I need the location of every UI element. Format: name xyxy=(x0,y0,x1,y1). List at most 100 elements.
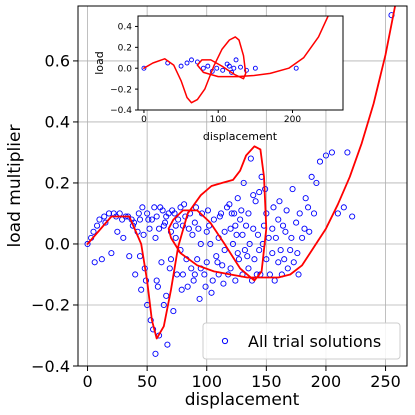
data-point xyxy=(177,204,184,211)
inset-x-axis-label: displacement xyxy=(203,130,278,143)
data-point xyxy=(135,210,142,217)
data-point xyxy=(227,265,234,272)
data-point xyxy=(178,286,185,293)
data-point xyxy=(227,225,234,232)
data-point xyxy=(305,204,312,211)
data-point xyxy=(172,222,179,229)
data-point xyxy=(184,60,190,66)
data-point xyxy=(102,219,109,226)
data-point xyxy=(290,259,297,266)
data-point xyxy=(203,228,210,235)
data-point xyxy=(241,247,248,254)
data-point xyxy=(204,207,211,214)
data-point xyxy=(203,259,210,266)
inset-x-ticks: 0 100 200 xyxy=(141,110,301,125)
data-point xyxy=(210,216,217,223)
legend-marker xyxy=(221,337,229,345)
data-point xyxy=(197,240,204,248)
data-point xyxy=(235,256,242,263)
legend: All trial solutions xyxy=(202,322,401,360)
x-tick-label: 0 xyxy=(82,372,92,391)
data-point xyxy=(229,240,237,248)
data-point xyxy=(316,158,324,165)
data-point xyxy=(269,225,276,232)
data-point xyxy=(344,149,351,156)
data-point xyxy=(301,225,308,232)
data-point xyxy=(226,201,233,208)
data-point xyxy=(245,265,252,272)
data-point xyxy=(250,225,257,232)
data-point xyxy=(170,308,177,315)
main-scatter-series xyxy=(84,12,395,357)
data-point xyxy=(282,228,289,235)
data-point xyxy=(313,179,320,186)
data-point xyxy=(220,67,226,73)
data-point xyxy=(232,277,239,284)
data-point xyxy=(252,65,258,71)
y-tick-label: 0.0 xyxy=(118,64,133,74)
data-point xyxy=(179,271,186,278)
y-tick-label: 0.2 xyxy=(118,44,132,54)
data-point xyxy=(209,277,216,284)
data-point xyxy=(201,271,208,278)
y-tick-label: 0.6 xyxy=(45,52,70,71)
data-point xyxy=(256,247,263,254)
data-point xyxy=(276,198,283,205)
y-tick-label: −0.4 xyxy=(31,357,70,376)
data-point xyxy=(349,213,356,220)
data-point xyxy=(136,216,144,223)
data-point xyxy=(275,216,282,223)
inset-plot-frame xyxy=(137,15,344,111)
data-point xyxy=(101,213,108,220)
data-point xyxy=(272,234,279,241)
data-point xyxy=(172,234,179,241)
data-point xyxy=(328,149,335,156)
data-point xyxy=(214,65,220,71)
data-point xyxy=(247,155,254,162)
data-point xyxy=(188,265,195,272)
main-plot-frame xyxy=(77,5,408,367)
data-point xyxy=(238,207,245,214)
main-x-ticks: 0 50 100 150 200 250 xyxy=(82,366,401,391)
x-tick-label: 0 xyxy=(141,115,147,125)
data-point xyxy=(277,247,284,254)
data-point xyxy=(275,259,282,266)
data-point xyxy=(181,201,188,208)
y-tick-label: 0.4 xyxy=(118,23,133,33)
data-point xyxy=(299,234,306,241)
data-point xyxy=(281,256,288,263)
data-point xyxy=(146,225,153,232)
main-curve-series xyxy=(86,6,397,340)
data-point xyxy=(157,204,164,211)
data-point xyxy=(294,250,301,257)
inset-chart: 0 100 200 −0.4 −0.2 0.0 0.2 0.4 displacement l… xyxy=(93,15,344,143)
data-point xyxy=(148,216,155,223)
data-point xyxy=(284,265,291,272)
data-point xyxy=(152,234,159,241)
data-point xyxy=(254,231,262,238)
data-point xyxy=(114,228,121,235)
data-point xyxy=(340,204,347,211)
data-point xyxy=(160,222,167,229)
data-point xyxy=(145,216,152,223)
data-point xyxy=(194,256,201,263)
y-tick-label: −0.4 xyxy=(110,106,132,116)
data-point xyxy=(233,231,240,238)
data-point xyxy=(269,250,276,257)
data-point xyxy=(296,210,303,217)
data-point xyxy=(322,152,329,159)
data-point xyxy=(244,253,251,260)
data-point xyxy=(289,186,296,193)
data-point xyxy=(221,228,228,235)
y-tick-label: 0.4 xyxy=(45,113,70,132)
y-tick-label: −0.2 xyxy=(31,296,70,315)
data-point xyxy=(144,210,151,217)
data-point xyxy=(191,219,198,226)
data-point xyxy=(216,213,223,220)
x-tick-label: 100 xyxy=(191,372,222,391)
data-point xyxy=(334,210,341,217)
data-point xyxy=(231,65,237,71)
data-point xyxy=(270,204,277,211)
data-point xyxy=(243,222,250,229)
